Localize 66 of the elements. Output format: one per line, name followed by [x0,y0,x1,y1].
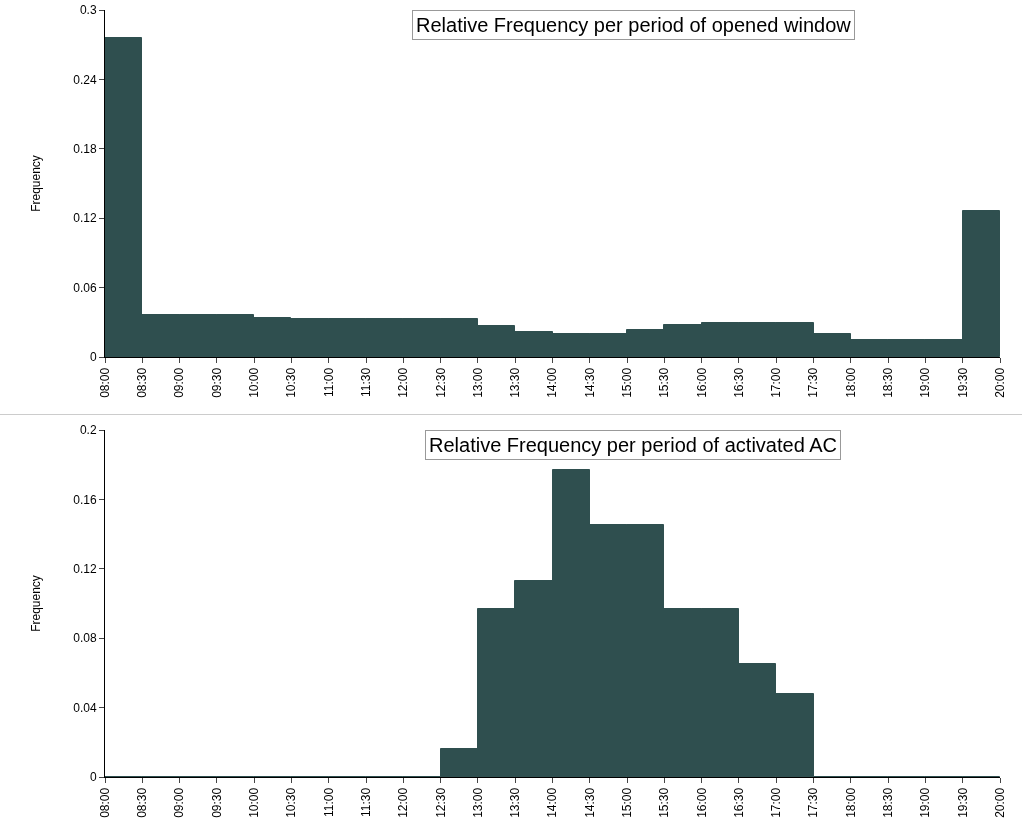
x-tick-label: 15:00 [619,367,634,398]
y-tick-label: 0.18 [73,142,97,156]
x-tick-label: 20:00 [992,367,1007,398]
x-tick-label: 15:30 [657,787,672,818]
x-tick-label: 13:00 [470,367,485,398]
x-tick-label: 18:30 [881,367,896,398]
y-tick-label: 0.2 [79,423,97,438]
y-tick-label: 0.24 [73,72,97,87]
x-tick-label: 17:00 [769,367,784,398]
x-tick-label: 11:30 [358,787,373,817]
chart-title: Relative Frequency per period of opened window [416,14,852,36]
x-tick-label: 09:00 [172,367,187,398]
x-tick-label: 09:30 [209,787,224,818]
x-tick-label: 16:00 [694,367,709,398]
x-tick-label: 08:00 [97,367,112,398]
x-tick-label: 18:00 [843,367,858,398]
x-tick-label: 10:00 [247,367,262,398]
x-tick-label: 12:00 [396,367,411,398]
x-tick-label: 13:30 [508,787,523,818]
x-tick-label: 14:30 [582,787,597,818]
x-tick-label: 17:30 [806,367,821,398]
x-tick-label: 15:00 [619,787,634,818]
x-tick-label: 11:00 [321,367,336,397]
x-tick-label: 16:00 [694,787,709,818]
x-tick-label: 20:00 [992,787,1007,818]
x-tick-label: 08:30 [135,367,150,398]
y-tick-label: 0.12 [73,562,97,576]
x-tick-label: 19:30 [955,367,970,398]
y-tick-label: 0 [89,350,97,365]
x-tick-label: 19:00 [918,787,933,818]
y-axis-title: Frequency [28,575,43,632]
y-tick-label: 0.16 [73,492,97,507]
x-tick-label: 17:30 [806,787,821,818]
x-tick-label: 09:30 [209,367,224,398]
y-tick-label: 0 [89,770,97,785]
y-axis-title: Frequency [28,155,43,212]
y-tick-label: 0.06 [73,280,97,295]
y-tick-label: 0.04 [73,700,97,715]
x-tick-label: 14:00 [545,367,560,398]
x-tick-label: 14:00 [545,787,560,818]
x-tick-label: 18:30 [881,787,896,818]
x-tick-label: 12:30 [433,787,448,818]
y-tick-label: 0.08 [73,631,97,646]
x-tick-label: 14:30 [582,367,597,398]
x-tick-label: 09:00 [172,787,187,818]
x-tick-label: 12:00 [396,787,411,818]
x-tick-label: 12:30 [433,367,448,398]
x-tick-label: 16:30 [731,367,746,398]
x-tick-label: 16:30 [731,787,746,818]
x-tick-label: 11:30 [358,367,373,397]
x-tick-label: 15:30 [657,367,672,398]
y-tick-label: 0.12 [73,211,97,226]
x-tick-label: 13:00 [470,787,485,818]
x-tick-label: 08:30 [135,787,150,818]
y-tick-label: 0.3 [79,3,97,18]
chart-title: Relative Frequency per period of activated AC [429,434,837,456]
x-tick-label: 18:00 [843,787,858,818]
x-tick-label: 19:30 [955,787,970,818]
x-tick-label: 13:30 [508,367,523,398]
x-tick-label: 10:00 [247,787,262,818]
x-tick-label: 17:00 [769,787,784,818]
x-tick-label: 11:00 [321,787,336,817]
x-tick-label: 10:30 [284,367,299,398]
x-tick-label: 10:30 [284,787,299,818]
x-tick-label: 08:00 [97,787,112,818]
x-tick-label: 19:00 [918,367,933,398]
